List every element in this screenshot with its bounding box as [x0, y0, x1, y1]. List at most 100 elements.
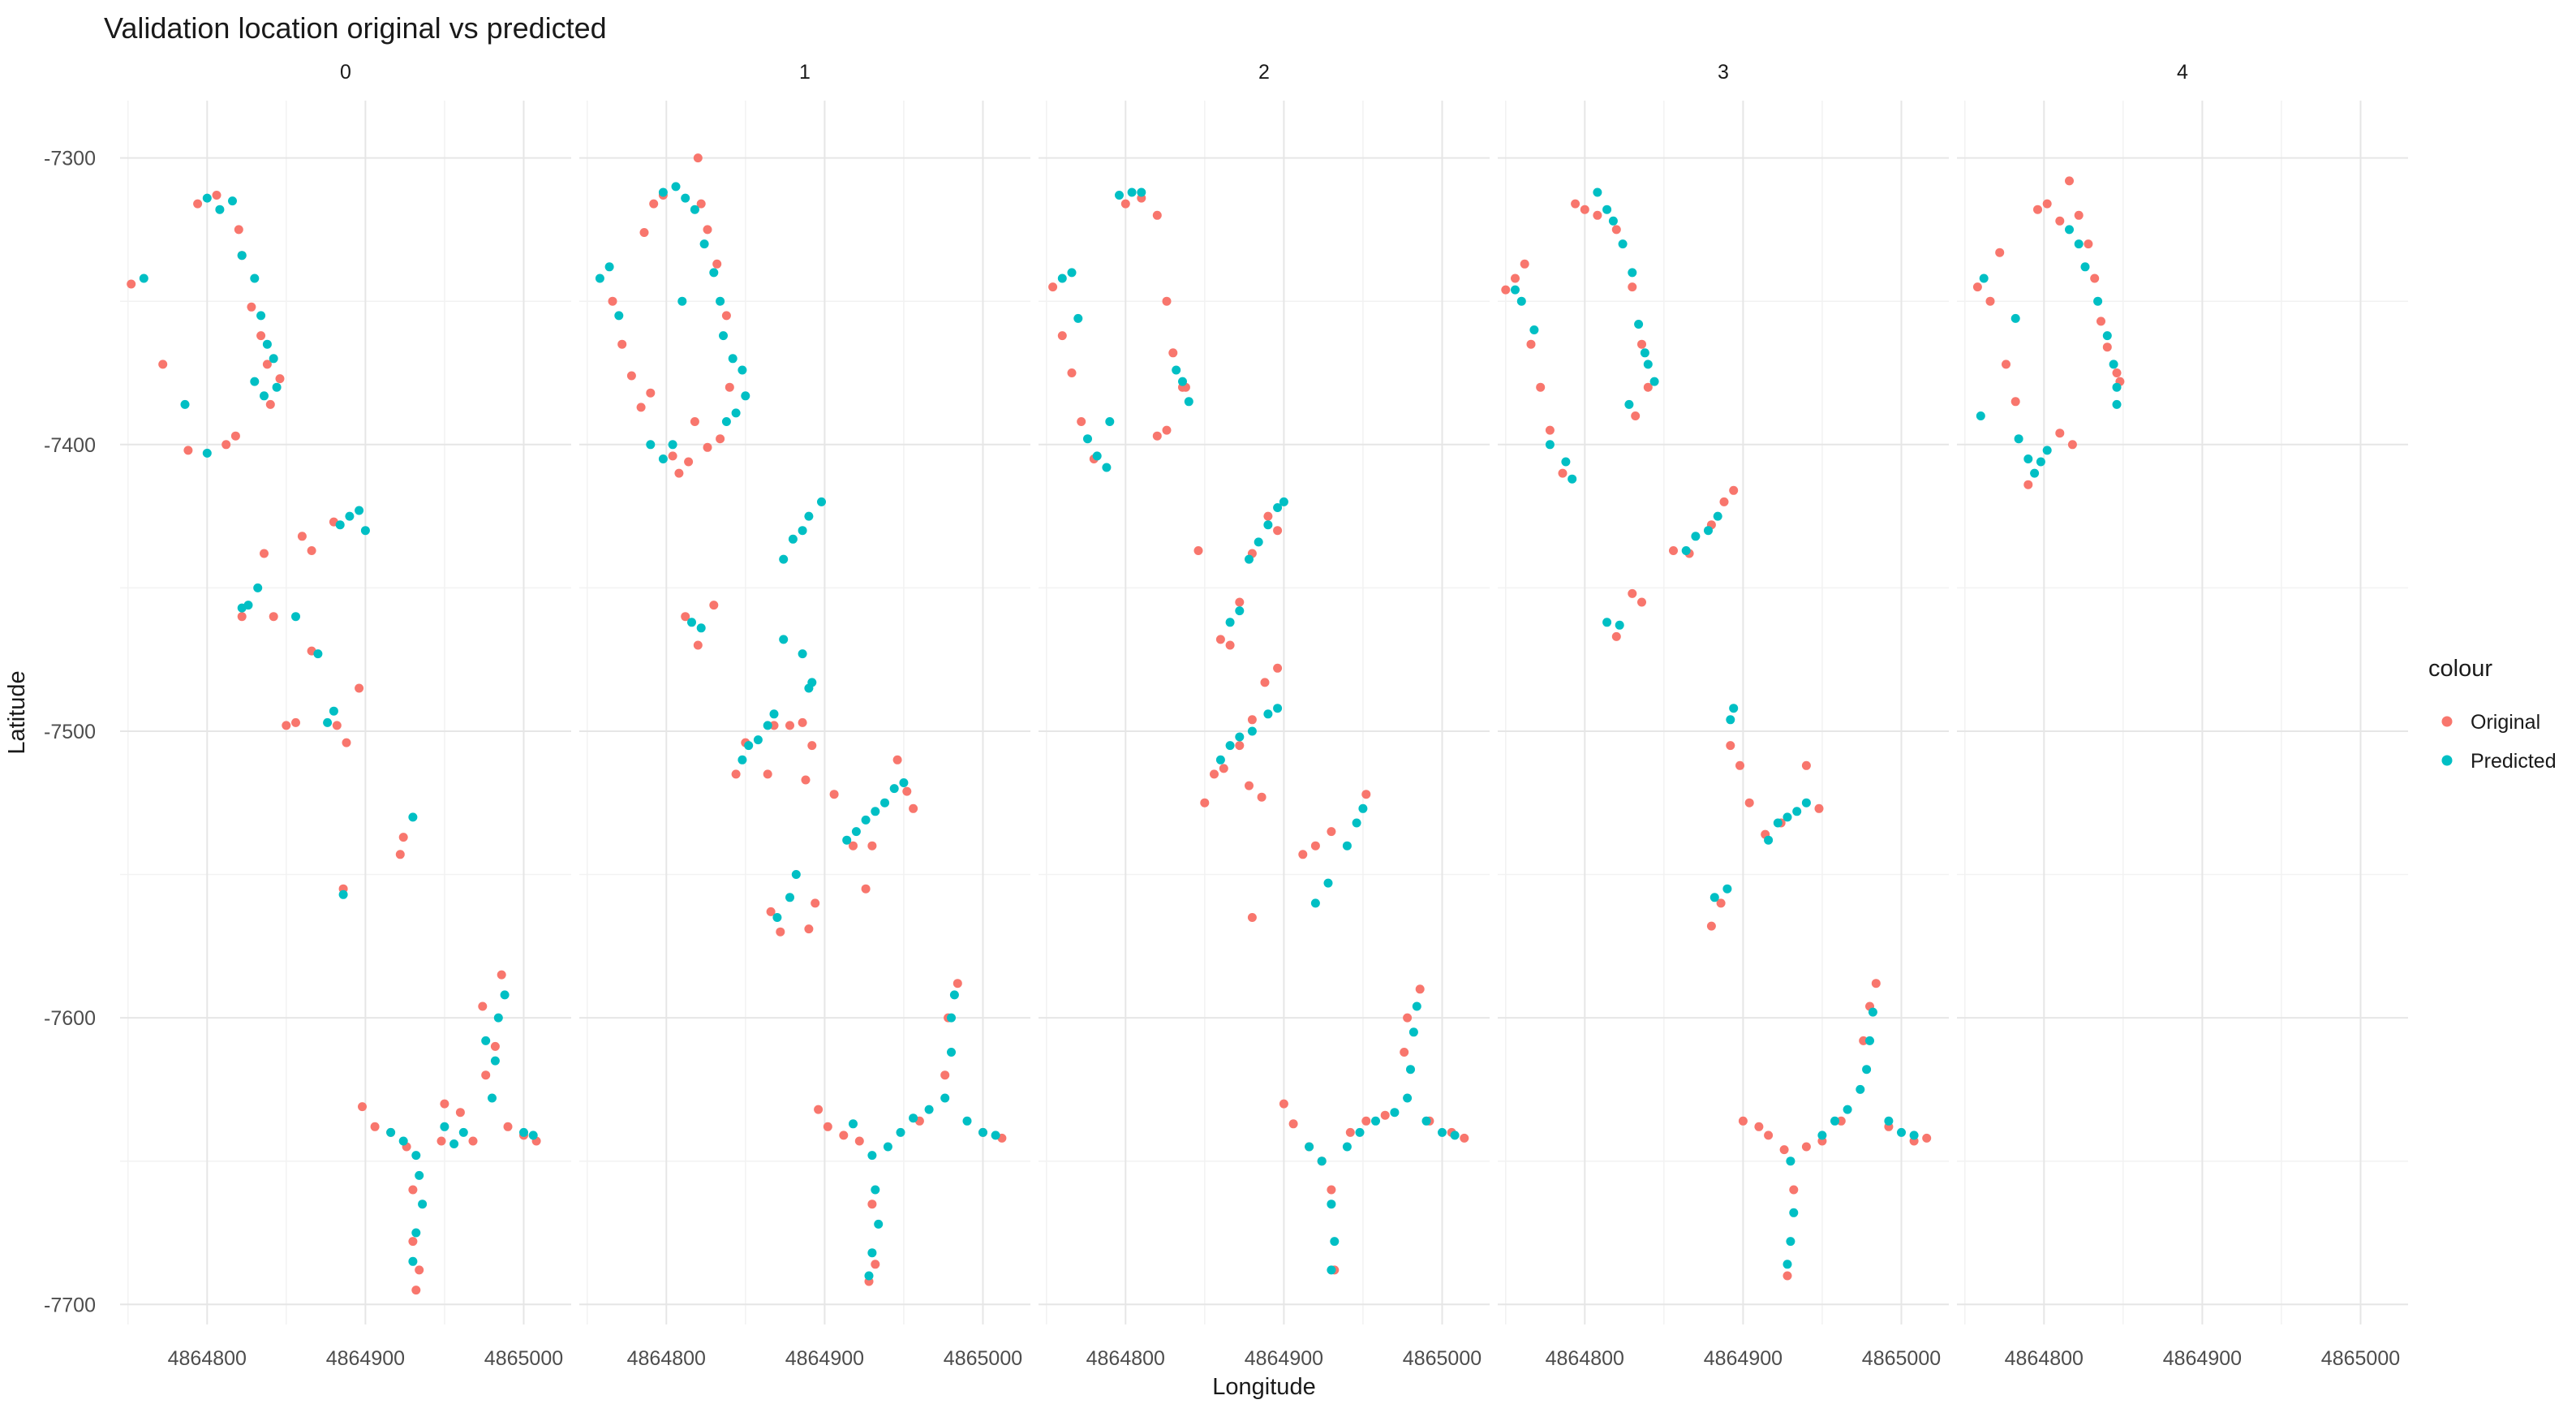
point-predicted	[408, 812, 418, 822]
y-tick-label: -7600	[44, 1007, 96, 1030]
point-original	[1235, 741, 1245, 751]
point-original	[626, 371, 636, 381]
point-original	[1152, 431, 1162, 441]
point-predicted	[1773, 818, 1783, 828]
point-original	[2074, 210, 2084, 220]
point-predicted	[696, 623, 706, 633]
point-original	[2023, 480, 2033, 489]
point-original	[1077, 417, 1086, 426]
point-original	[262, 360, 272, 369]
point-predicted	[1403, 1093, 1413, 1103]
point-original	[716, 434, 725, 444]
point-original	[2010, 397, 2020, 407]
point-original	[1168, 348, 1178, 358]
point-predicted	[398, 1136, 408, 1146]
point-predicted	[415, 1170, 424, 1180]
point-original	[265, 399, 275, 409]
point-predicted	[1355, 1127, 1365, 1137]
chart-title: Validation location original vs predicte…	[104, 11, 607, 45]
point-original	[1520, 259, 1529, 269]
point-predicted	[2074, 239, 2084, 249]
point-original	[1345, 1127, 1355, 1137]
point-predicted	[861, 815, 871, 825]
point-predicted	[804, 683, 814, 693]
point-original	[1716, 898, 1726, 908]
point-original	[1628, 282, 1637, 292]
point-predicted	[355, 506, 364, 515]
point-predicted	[1856, 1084, 1865, 1094]
point-predicted	[253, 583, 263, 592]
point-predicted	[1783, 1260, 1792, 1269]
point-predicted	[785, 893, 794, 902]
point-predicted	[1225, 618, 1235, 627]
point-original	[1558, 468, 1568, 478]
point-predicted	[668, 440, 677, 450]
facet-strip-label: 2	[1258, 61, 1270, 84]
point-original	[1273, 526, 1283, 536]
point-original	[230, 431, 240, 441]
point-predicted	[604, 262, 614, 272]
point-predicted	[889, 784, 899, 794]
point-predicted	[1254, 537, 1263, 547]
point-predicted	[772, 913, 782, 922]
legend-key-original	[2441, 716, 2453, 727]
point-predicted	[1722, 884, 1732, 894]
x-axis-title: Longitude	[1212, 1374, 1315, 1400]
point-original	[766, 907, 776, 916]
point-original	[636, 403, 646, 412]
point-predicted	[256, 311, 266, 321]
point-predicted	[788, 534, 798, 544]
point-original	[2042, 199, 2052, 209]
point-original	[1152, 210, 1162, 220]
point-predicted	[2042, 446, 2052, 455]
point-predicted	[1235, 606, 1245, 616]
point-original	[1162, 425, 1172, 435]
point-predicted	[139, 273, 148, 283]
point-predicted	[180, 399, 190, 409]
legend-label-predicted: Predicted	[2471, 750, 2557, 773]
point-predicted	[769, 709, 779, 719]
point-predicted	[874, 1219, 884, 1229]
x-tick-label: 4864900	[785, 1347, 864, 1370]
point-original	[902, 786, 912, 796]
point-predicted	[1247, 726, 1257, 736]
point-predicted	[1545, 440, 1555, 450]
point-predicted	[386, 1127, 396, 1137]
point-predicted	[519, 1127, 528, 1137]
point-predicted	[1868, 1007, 1877, 1017]
point-original	[275, 374, 285, 384]
point-original	[455, 1108, 465, 1118]
point-predicted	[1628, 268, 1637, 278]
point-original	[1245, 781, 1254, 790]
point-original	[158, 360, 168, 369]
point-original	[681, 612, 690, 622]
point-predicted	[947, 1048, 956, 1057]
point-predicted	[817, 497, 826, 506]
point-predicted	[272, 382, 282, 392]
point-predicted	[1681, 546, 1691, 555]
point-original	[684, 457, 694, 467]
point-original	[1631, 411, 1641, 420]
point-predicted	[2010, 313, 2020, 323]
point-predicted	[1273, 704, 1283, 713]
y-tick-label: -7500	[44, 721, 96, 743]
point-predicted	[763, 721, 772, 730]
point-original	[617, 339, 627, 349]
point-predicted	[1330, 1237, 1340, 1247]
point-predicted	[681, 193, 690, 203]
point-predicted	[2093, 296, 2103, 306]
point-original	[725, 382, 734, 392]
point-predicted	[411, 1228, 421, 1238]
point-predicted	[1067, 268, 1077, 278]
point-original	[639, 228, 649, 237]
y-tick-label: -7300	[44, 148, 96, 170]
point-predicted	[481, 1036, 491, 1045]
point-original	[804, 924, 814, 934]
facet-panel-2: 2 4864800 4864900 4865000	[1039, 61, 1490, 1370]
point-predicted	[871, 807, 880, 816]
point-original	[709, 601, 719, 610]
point-original	[703, 442, 712, 452]
facet-panel-1: 1 4864800 4864900 4865000	[579, 61, 1030, 1370]
point-original	[408, 1237, 418, 1247]
point-original	[234, 225, 243, 235]
